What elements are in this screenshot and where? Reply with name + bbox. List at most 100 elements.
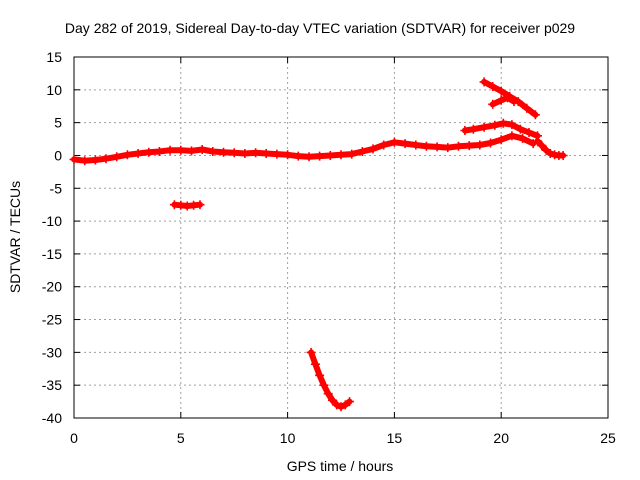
y-tick-label: -40 <box>42 410 62 426</box>
data-point <box>319 380 329 390</box>
data-point <box>208 147 218 156</box>
data-point <box>133 149 143 158</box>
data-point <box>421 141 431 151</box>
data-point <box>325 151 335 160</box>
y-tick-label: 0 <box>54 147 62 163</box>
y-tick-label: -30 <box>42 344 62 360</box>
y-tick-labels: 15 10 5 0 -5 -10 -15 -20 -25 -30 -35 -40 <box>42 49 62 426</box>
y-tick-label: 5 <box>54 115 62 131</box>
data-point <box>490 120 500 130</box>
data-point <box>323 389 333 399</box>
data-point <box>468 124 478 134</box>
y-tick-label: -35 <box>42 377 62 393</box>
y-tick-label: 15 <box>46 49 62 65</box>
data-point <box>479 122 489 132</box>
y-tick-label: 10 <box>46 82 62 98</box>
data-point <box>122 150 132 160</box>
data-point <box>507 120 517 130</box>
data-point <box>310 359 320 369</box>
data-point <box>345 397 354 407</box>
data-point <box>498 118 508 128</box>
data-point <box>368 144 378 154</box>
data-point <box>195 200 205 210</box>
data-point <box>464 141 474 151</box>
series-high-track-lower <box>488 93 519 109</box>
data-point <box>486 138 495 148</box>
data-point <box>530 110 540 120</box>
series-main-band <box>69 131 538 166</box>
y-tick-label: -5 <box>50 180 63 196</box>
data-point <box>488 99 498 109</box>
data-point <box>545 149 555 158</box>
y-tick-label: -25 <box>42 312 62 328</box>
data-point <box>460 126 470 135</box>
y-axis-label: SDTVAR / TECUs <box>7 181 23 293</box>
data-point <box>283 150 293 160</box>
data-point <box>533 131 542 141</box>
x-tick-labels: 0 5 10 15 20 25 <box>70 430 616 446</box>
x-tick-label: 10 <box>280 430 296 446</box>
ticks <box>73 56 609 419</box>
data-point <box>332 400 342 410</box>
x-axis-label: GPS time / hours <box>287 458 394 474</box>
data-point <box>80 156 90 166</box>
x-tick-label: 25 <box>600 430 616 446</box>
x-tick-label: 0 <box>70 430 78 446</box>
y-tick-label: -10 <box>42 213 62 229</box>
data-point <box>347 149 357 159</box>
data-point <box>306 347 316 357</box>
data-point <box>488 82 498 91</box>
chart-title: Day 282 of 2019, Sidereal Day-to-day VTE… <box>65 20 575 36</box>
data-point <box>507 131 517 141</box>
data-point <box>496 95 506 105</box>
data-point <box>515 124 525 134</box>
data-point <box>336 150 346 160</box>
y-tick-label: -20 <box>42 279 62 295</box>
data-point <box>524 128 534 137</box>
x-tick-label: 5 <box>177 430 185 446</box>
data-point <box>537 141 547 151</box>
data-point <box>336 402 346 412</box>
series-band <box>308 349 353 410</box>
data-point <box>432 142 442 152</box>
data-point <box>261 149 271 158</box>
data-point <box>219 147 228 157</box>
data-point <box>454 141 463 151</box>
data-point <box>229 148 239 158</box>
data-point <box>165 145 175 155</box>
data-point <box>176 145 186 155</box>
data-point <box>197 145 207 154</box>
series-upper-arc <box>460 118 542 141</box>
data-point <box>315 370 325 380</box>
data-point <box>379 140 389 150</box>
data-point <box>101 154 111 164</box>
data-point <box>475 140 485 150</box>
data-point <box>400 139 410 149</box>
series-end-tail <box>533 136 568 160</box>
data-point <box>328 395 337 405</box>
y-tick-label: -15 <box>42 246 62 262</box>
data-point <box>304 152 314 162</box>
data-point <box>503 93 513 103</box>
data-point <box>357 147 367 156</box>
data-point <box>518 133 528 143</box>
data-point <box>112 152 122 162</box>
data-point <box>315 151 325 161</box>
series-band <box>489 94 517 108</box>
data-point <box>144 147 154 157</box>
data-point <box>479 77 489 87</box>
data-point <box>251 148 261 158</box>
data-point <box>154 147 164 156</box>
data-point <box>411 140 421 150</box>
data-point <box>293 151 303 161</box>
data-point <box>389 137 399 147</box>
data-point <box>509 97 519 107</box>
data-point <box>443 143 453 153</box>
x-tick-label: 15 <box>387 430 403 446</box>
plot-frame <box>73 56 609 419</box>
data-point <box>187 146 196 156</box>
data-point <box>69 154 79 164</box>
data-point <box>496 135 506 145</box>
data-point <box>272 149 282 159</box>
